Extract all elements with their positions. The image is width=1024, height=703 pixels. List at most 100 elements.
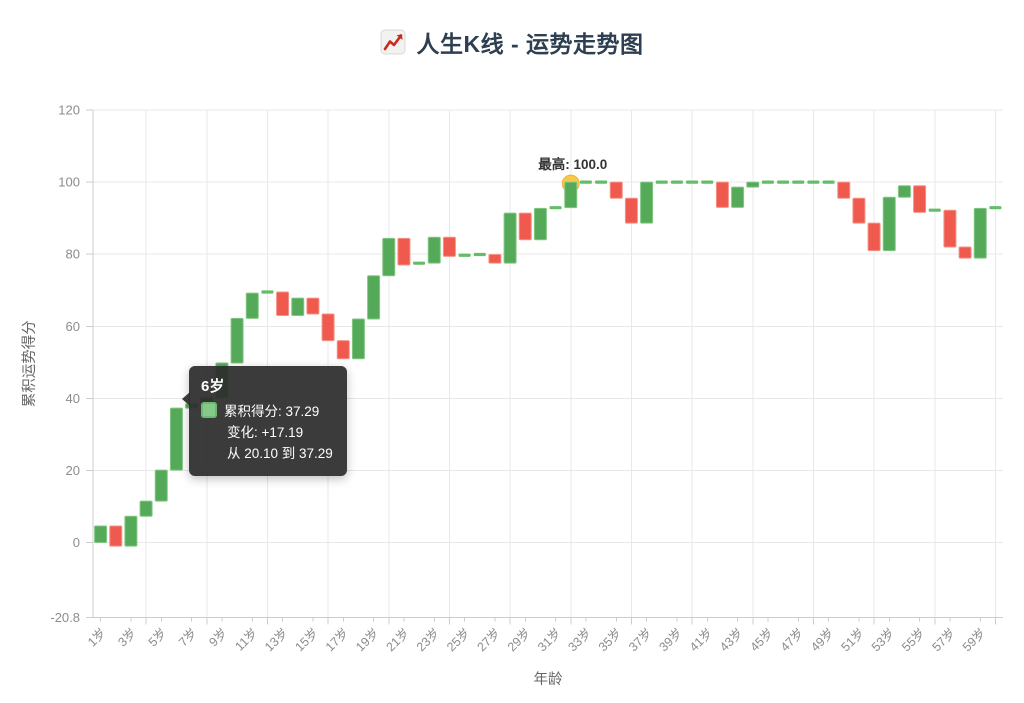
candle-age-6[interactable] [169, 407, 183, 471]
candle-age-50[interactable] [837, 181, 851, 199]
tooltip: 6岁 累积得分: 37.29 变化: +17.19 从 20.10 到 37.2… [182, 366, 347, 477]
candle-age-35[interactable] [609, 181, 623, 199]
x-axis-tick-label: 19岁 [352, 625, 381, 654]
candle-age-26[interactable] [473, 252, 486, 257]
x-axis-tick-label: 15岁 [292, 625, 321, 654]
series-swatch-icon [201, 402, 217, 419]
candle-age-10[interactable] [230, 317, 244, 364]
candle-age-32[interactable] [564, 181, 578, 209]
candle-age-16[interactable] [321, 313, 335, 342]
candle-age-56[interactable] [928, 208, 941, 212]
page-title: 人生K线 - 运势走势图 [416, 31, 644, 57]
x-axis-tick-label: 33岁 [565, 625, 594, 654]
candle-age-4[interactable] [139, 500, 153, 517]
x-axis-tick-label: 11岁 [232, 625, 261, 654]
y-axis-tick-label: -20.8 [50, 610, 80, 625]
tooltip-score: 累积得分: 37.29 [224, 404, 320, 420]
candle-age-27[interactable] [488, 254, 502, 264]
candle-age-12[interactable] [261, 290, 274, 294]
candle-age-31[interactable] [549, 206, 562, 210]
x-axis-tick-label: 51岁 [838, 625, 867, 654]
tooltip-range: 从 20.10 到 37.29 [227, 446, 333, 462]
candle-age-24[interactable] [442, 236, 456, 257]
candle-age-3[interactable] [124, 515, 138, 547]
x-axis-tick-label: 43岁 [716, 625, 745, 654]
candle-age-45[interactable] [761, 180, 774, 184]
x-axis-tick-label: 59岁 [959, 625, 988, 654]
x-axis-tick-label: 39岁 [656, 625, 685, 654]
candle-age-28[interactable] [503, 212, 517, 264]
tooltip-change: 变化: +17.19 [227, 425, 304, 441]
x-axis-tick-label: 17岁 [322, 625, 351, 654]
y-axis-tick-label: 0 [73, 535, 80, 550]
candle-age-19[interactable] [367, 275, 381, 320]
candle-age-18[interactable] [351, 318, 365, 360]
candle-age-43[interactable] [731, 186, 745, 208]
candle-age-29[interactable] [518, 212, 532, 241]
candle-age-58[interactable] [958, 246, 972, 259]
x-axis-tick-label: 25岁 [443, 625, 472, 654]
candle-age-1[interactable] [94, 525, 108, 544]
candle-age-60[interactable] [989, 206, 1002, 210]
candle-age-48[interactable] [807, 180, 820, 184]
candle-age-36[interactable] [624, 197, 638, 224]
candle-age-42[interactable] [715, 181, 729, 208]
candle-age-15[interactable] [306, 297, 320, 315]
x-axis-tick-label: 55岁 [898, 625, 927, 654]
x-axis-tick-label: 5岁 [145, 625, 169, 649]
x-axis-tick-label: 21岁 [383, 625, 412, 654]
candle-age-14[interactable] [291, 297, 305, 316]
x-axis-tick-label: 1岁 [84, 625, 108, 649]
candle-age-44[interactable] [746, 181, 760, 188]
tooltip-row: 变化: +17.19 [201, 423, 333, 444]
candle-age-37[interactable] [640, 181, 654, 224]
x-axis-tick-label: 41岁 [686, 625, 715, 654]
candle-age-17[interactable] [336, 340, 350, 360]
y-axis-tick-label: 60 [66, 319, 80, 334]
candle-age-23[interactable] [427, 236, 441, 264]
x-axis-tick-label: 47岁 [777, 625, 806, 654]
y-axis-tick-label: 40 [66, 391, 80, 406]
candle-age-34[interactable] [595, 180, 608, 184]
candle-age-2[interactable] [109, 525, 123, 547]
candle-age-47[interactable] [792, 180, 805, 184]
tooltip-row: 从 20.10 到 37.29 [201, 444, 333, 465]
candle-age-11[interactable] [245, 292, 259, 319]
candle-age-46[interactable] [777, 180, 790, 184]
candle-age-59[interactable] [973, 207, 987, 259]
candle-age-54[interactable] [897, 185, 911, 198]
x-axis-name: 年龄 [534, 671, 563, 688]
x-axis-tick-label: 53岁 [868, 625, 897, 654]
candle-age-40[interactable] [686, 180, 699, 184]
y-axis-tick-label: 120 [58, 103, 80, 118]
candle-age-5[interactable] [154, 469, 168, 502]
candle-age-25[interactable] [458, 253, 471, 257]
candle-age-41[interactable] [701, 180, 714, 184]
candle-age-51[interactable] [852, 197, 866, 224]
candle-age-39[interactable] [670, 180, 683, 184]
candle-age-49[interactable] [822, 180, 835, 184]
x-axis-tick-label: 45岁 [747, 625, 776, 654]
candle-age-30[interactable] [533, 207, 547, 241]
x-axis-tick-label: 13岁 [261, 625, 290, 654]
y-axis-tick-label: 80 [66, 247, 80, 262]
candle-age-53[interactable] [882, 196, 896, 252]
x-axis-tick-label: 23岁 [413, 625, 442, 654]
candle-age-38[interactable] [655, 180, 668, 184]
candle-age-21[interactable] [397, 237, 411, 266]
candle-age-22[interactable] [413, 261, 426, 265]
max-annotation-label: 最高: 100.0 [538, 156, 607, 172]
tooltip-title: 6岁 [201, 378, 225, 395]
candle-age-52[interactable] [867, 222, 881, 252]
candle-age-33[interactable] [579, 180, 592, 184]
y-axis-tick-label: 20 [66, 463, 80, 478]
candle-age-13[interactable] [276, 291, 290, 316]
candle-age-20[interactable] [382, 237, 396, 277]
candle-age-55[interactable] [913, 185, 927, 213]
candle-age-57[interactable] [943, 209, 957, 248]
y-axis-name: 累积运势得分 [21, 320, 38, 407]
tooltip-row: 累积得分: 37.29 [201, 402, 333, 423]
x-axis-tick-label: 57岁 [929, 625, 958, 654]
